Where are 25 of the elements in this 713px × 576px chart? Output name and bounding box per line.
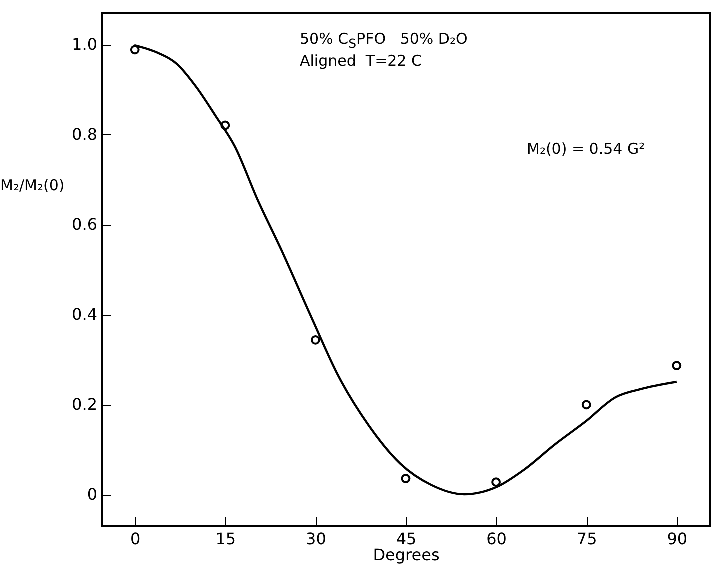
y-tick-label: 0.4	[72, 305, 98, 324]
x-tick-label: 45	[396, 530, 417, 548]
point	[310, 335, 320, 345]
annotation: M₂(0) = 0.54 G²	[527, 140, 646, 158]
y-tick-label: 0.2	[72, 395, 98, 414]
point	[401, 474, 411, 484]
y-tick-label: 0.6	[72, 215, 98, 234]
point	[672, 361, 682, 370]
x-tick-label: 0	[130, 530, 141, 548]
x-axis-title: Degrees	[373, 546, 440, 564]
annotation: 50% C$_{S}$PFO 50% D₂O	[300, 30, 468, 51]
y-tick-label: 0.8	[72, 125, 98, 144]
x-tick-label: 60	[486, 530, 507, 548]
point	[492, 478, 502, 488]
point	[582, 400, 592, 410]
x-tick-label: 30	[306, 530, 326, 548]
y-tick-label: 0	[87, 485, 98, 504]
y-tick-label: 1.0	[72, 35, 98, 54]
x-tick-label: 90	[667, 530, 688, 548]
x-tick-label: 75	[576, 530, 598, 548]
y-axis-title: M₂/M₂(0)	[0, 176, 65, 194]
annotation: Aligned T=22 C	[300, 52, 422, 70]
point	[130, 45, 140, 55]
x-tick-label: 15	[216, 530, 236, 548]
point	[220, 120, 230, 130]
